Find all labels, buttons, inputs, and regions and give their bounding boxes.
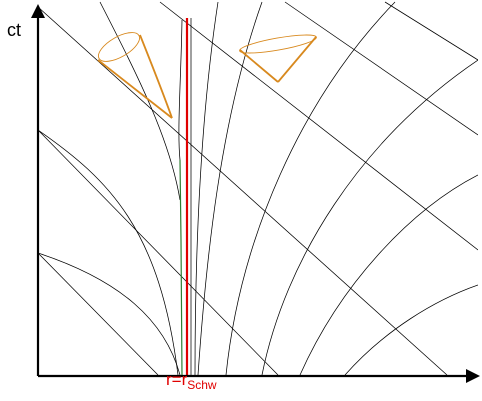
time-axis-arrowhead	[31, 4, 45, 18]
grid-line-family-1	[38, 1, 478, 376]
space-axis-arrowhead	[466, 369, 480, 383]
light-cone-outside-horizon	[239, 34, 317, 83]
axes	[31, 4, 480, 383]
horizon-label: r=rSchw	[166, 370, 217, 392]
infalling-worldline	[179, 159, 183, 377]
infalling-worldline-upper	[178, 19, 183, 161]
horizon-label-main: r=r	[166, 370, 188, 389]
time-axis-label: ct	[7, 20, 22, 40]
light-cone-inside-horizon	[97, 32, 173, 119]
grid-line-family-2	[38, 1, 478, 376]
horizon-label-subscript: Schw	[187, 378, 217, 392]
